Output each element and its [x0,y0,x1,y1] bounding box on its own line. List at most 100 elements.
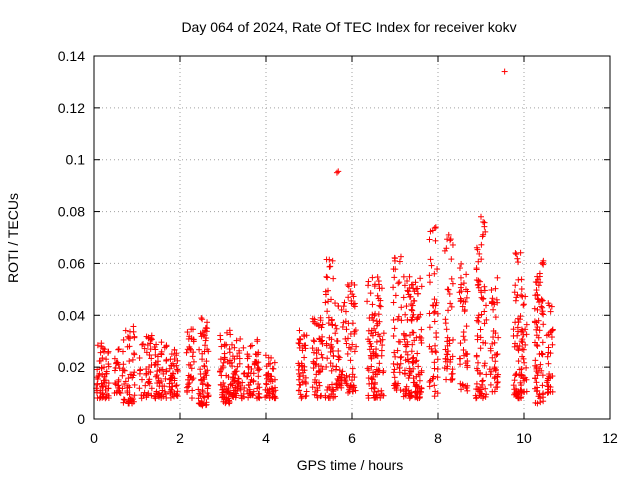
roti-point [473,380,480,387]
roti-point [418,326,425,333]
roti-point [120,367,127,374]
roti-point [202,370,209,377]
roti-point [535,334,542,341]
roti-point [345,294,352,301]
roti-point [474,359,481,366]
roti-point [403,303,410,310]
roti-point [148,385,155,392]
roti-point [173,350,180,357]
roti-point [330,275,337,282]
roti-point [224,388,231,395]
roti-point [412,279,419,286]
roti-point [462,383,469,390]
roti-point [537,361,544,368]
roti-point [203,399,210,406]
roti-point [518,395,525,402]
roti-point [510,382,517,389]
roti-point [375,388,382,395]
roti-point [519,293,526,300]
roti-point [433,299,440,306]
roti-point [345,320,352,327]
roti-point [171,393,178,400]
roti-point [534,384,541,391]
roti-point [346,388,353,395]
roti-point [237,335,244,342]
roti-point [534,400,541,407]
roti-point [373,322,380,329]
roti-point [218,394,225,401]
roti-point [167,394,174,401]
roti-point [351,328,358,335]
roti-point [295,360,302,367]
roti-point [488,287,495,294]
roti-point [125,400,132,407]
roti-point [312,388,319,395]
roti-point [369,301,376,308]
roti-point [414,390,421,397]
roti-point [476,371,483,378]
roti-point [374,292,381,299]
roti-point [394,361,401,368]
roti-point [189,387,196,394]
x-tick-label: 6 [348,430,356,446]
roti-point [139,376,146,383]
roti-point [136,367,143,374]
roti-point [543,332,550,339]
roti-point [442,346,449,353]
y-tick-label: 0.02 [58,359,85,375]
roti-point [495,334,502,341]
roti-point [119,348,126,355]
roti-point [199,350,206,357]
roti-point [199,380,206,387]
roti-point [101,379,108,386]
roti-point [129,374,136,381]
roti-point [531,319,538,326]
roti-point [408,316,415,323]
roti-point [448,371,455,378]
roti-point [536,273,543,280]
roti-point [463,294,470,301]
roti-point [299,367,306,374]
roti-point [139,341,146,348]
chart-title: Day 064 of 2024, Rate Of TEC Index for r… [181,19,516,35]
roti-point [418,385,425,392]
roti-point [434,356,441,363]
roti-point [131,392,138,399]
roti-point [236,350,243,357]
roti-point [544,389,551,396]
roti-point [410,285,417,292]
roti-point [201,394,208,401]
roti-point [534,343,541,350]
roti-point [342,335,349,342]
roti-point [544,353,551,360]
roti-point [245,382,252,389]
roti-point [336,373,343,380]
roti-point [535,282,542,289]
roti-point [220,359,227,366]
roti-point [231,344,238,351]
roti-point [460,329,467,336]
roti-point [338,380,345,387]
roti-point [325,287,332,294]
roti-point [449,280,456,287]
roti-point [533,341,540,348]
roti-point [98,340,105,347]
roti-point [408,392,415,399]
roti-point [481,320,488,327]
roti-point [515,315,522,322]
x-tick-label: 0 [90,430,98,446]
roti-point [479,377,486,384]
roti-point [478,294,485,301]
roti-point [160,370,167,377]
roti-point [492,285,499,292]
roti-point [115,346,122,353]
roti-point [161,344,168,351]
roti-point [513,251,520,258]
roti-point [487,381,494,388]
roti-point [534,306,541,313]
y-tick-label: 0.08 [58,204,85,220]
roti-point [105,392,112,399]
roti-point [105,349,112,356]
roti-point [301,354,308,361]
roti-point [197,401,204,408]
